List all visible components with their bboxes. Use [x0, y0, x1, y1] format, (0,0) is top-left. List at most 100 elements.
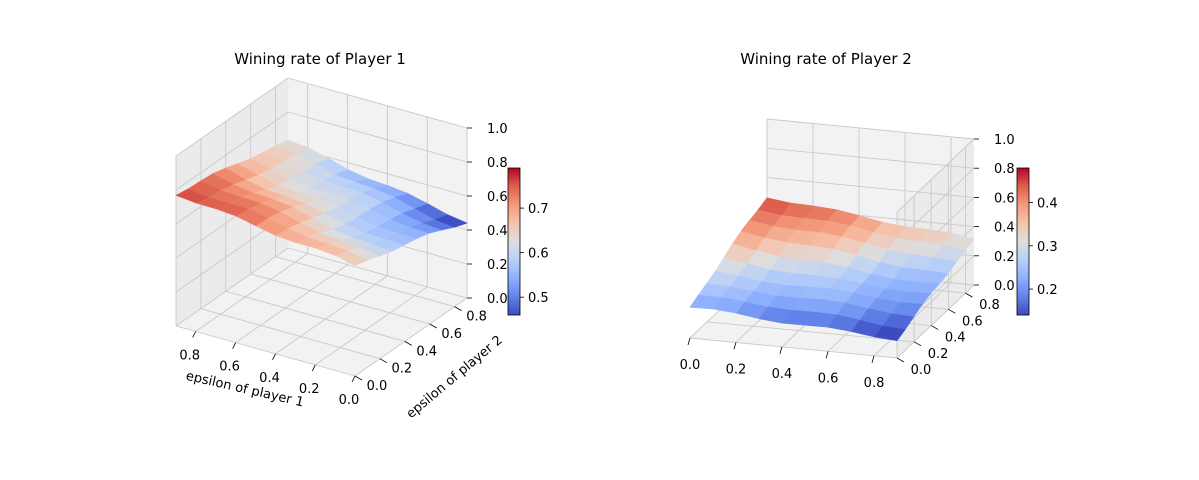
z-tick-label: 0.8: [487, 156, 508, 171]
y-tick-label: 0.6: [962, 314, 983, 329]
colorbar-tick-label: 0.3: [1037, 240, 1058, 255]
chart1-colorbar: 0.5 0.6 0.7: [507, 167, 549, 316]
chart-player2: Wining rate of Player 2 0.0 0.2 0.4 0.6 0.80…: [680, 50, 1058, 391]
grid-wall-z: [896, 284, 975, 359]
x-tick-label: 0.0: [339, 393, 360, 408]
y-tick-label: 0.0: [367, 379, 388, 394]
grid-wall-z: [896, 138, 975, 213]
chart2-surface: [689, 197, 975, 342]
grid-floor-u: [275, 275, 388, 355]
grid-wall-z: [287, 77, 468, 129]
x-tick-label: 0.4: [772, 367, 793, 382]
grid-floor-u: [315, 286, 428, 366]
grid-floor-v: [250, 273, 430, 325]
chart2-colorbar: 0.2 0.3 0.4: [1016, 167, 1058, 316]
z-tick-label: 0.2: [487, 258, 508, 273]
colorbar-bar: [1016, 167, 1030, 316]
grid-wall-z: [766, 147, 975, 169]
chart2-title: Wining rate of Player 2: [740, 50, 912, 68]
z-tick-label: 0.8: [994, 162, 1015, 177]
x-tick-label: 0.6: [818, 371, 839, 386]
y-tick-label: 0.4: [416, 344, 437, 359]
grid-floor-v: [707, 321, 915, 343]
grid-floor-u: [195, 253, 308, 332]
z-tick-label: 0.2: [994, 250, 1015, 265]
x-tick-mark: [232, 342, 236, 349]
grid-floor-v: [175, 325, 356, 377]
colorbar-tick-label: 0.2: [1037, 283, 1058, 298]
y-tick-label: 0.8: [979, 298, 1000, 313]
y-tick-label: 0.0: [911, 363, 932, 378]
y-tick-mark: [913, 341, 922, 347]
y-tick-mark: [379, 358, 388, 364]
chart-player1: Wining rate of Player 1 0.80.60.40.20.00…: [175, 50, 549, 422]
chart1-title: Wining rate of Player 1: [234, 50, 406, 68]
surface-cell: [757, 197, 791, 216]
colorbar-tick-label: 0.5: [528, 291, 549, 306]
grid-floor-v: [689, 337, 898, 359]
colorbar-bar: [507, 167, 521, 316]
y-tick-mark: [930, 325, 939, 330]
grid-floor-v: [275, 256, 455, 308]
y-tick-mark: [948, 308, 956, 314]
grid-wall-z: [175, 77, 289, 157]
x-tick-label: 0.0: [680, 358, 701, 373]
y-tick-label: 0.8: [466, 310, 487, 325]
grid-floor-u: [354, 297, 468, 377]
x-tick-label: 0.6: [219, 360, 240, 375]
y-tick-label: 0.6: [441, 327, 462, 342]
x-tick-mark: [351, 375, 356, 383]
x-tick-label: 0.2: [299, 382, 320, 397]
x-tick-label: 0.2: [726, 362, 747, 377]
z-tick-label: 0.4: [487, 224, 508, 239]
grid-floor-v: [200, 308, 380, 360]
grid-wall-z: [175, 111, 289, 191]
floor-pane: [176, 248, 467, 376]
x-tick-mark: [311, 364, 316, 372]
colorbar-tick-label: 0.6: [528, 247, 549, 262]
x-tick-label: 0.8: [864, 376, 885, 391]
x-tick-mark: [733, 342, 737, 350]
grid-floor-u: [873, 282, 952, 357]
x-tick-mark: [825, 351, 829, 359]
y-tick-label: 0.4: [945, 331, 966, 346]
chart1-xlabel: epsilon of player 1: [184, 369, 305, 411]
z-tick-label: 0.6: [487, 190, 508, 205]
grid-wall-z: [766, 118, 975, 140]
x-tick-mark: [871, 355, 875, 363]
z-tick-label: 0.0: [994, 279, 1015, 294]
x-tick-mark: [687, 337, 691, 346]
y-tick-label: 0.2: [392, 362, 413, 377]
grid-wall-z: [766, 176, 975, 198]
y-tick-mark: [404, 341, 412, 346]
grid-wall-z: [175, 247, 289, 327]
x-tick-mark: [192, 331, 197, 338]
y-tick-mark: [965, 292, 973, 298]
grid-wall-z: [287, 247, 468, 299]
z-tick-label: 0.6: [994, 191, 1015, 206]
chart1-ticks: 0.80.60.40.20.00.00.20.40.60.80.00.20.40…: [179, 122, 507, 408]
chart1-surface: [175, 139, 468, 266]
chart2-ticks: 0.0 0.2 0.4 0.6 0.80.00.20.40.60.80.00.20.40…: [680, 133, 1015, 391]
z-tick-label: 0.4: [994, 221, 1015, 236]
grid-wall-z: [287, 111, 468, 163]
y-tick-mark: [354, 375, 363, 381]
grid-floor-u: [235, 264, 348, 344]
x-tick-label: 0.4: [259, 371, 280, 386]
colorbar-tick-label: 0.4: [1037, 197, 1058, 212]
y-tick-mark: [896, 357, 905, 363]
x-tick-label: 0.8: [179, 349, 200, 364]
y-tick-mark: [429, 323, 437, 329]
chart1-panes: [175, 77, 468, 377]
x-tick-mark: [779, 346, 783, 354]
colorbar-tick-label: 0.7: [528, 202, 549, 217]
z-tick-label: 1.0: [487, 122, 508, 137]
grid-floor-v: [225, 290, 405, 342]
z-tick-label: 0.0: [487, 292, 508, 307]
x-tick-mark: [272, 353, 276, 360]
y-tick-mark: [454, 306, 462, 312]
y-tick-label: 0.2: [928, 347, 949, 362]
surface-cell: [274, 139, 309, 154]
z-tick-label: 1.0: [994, 133, 1015, 148]
